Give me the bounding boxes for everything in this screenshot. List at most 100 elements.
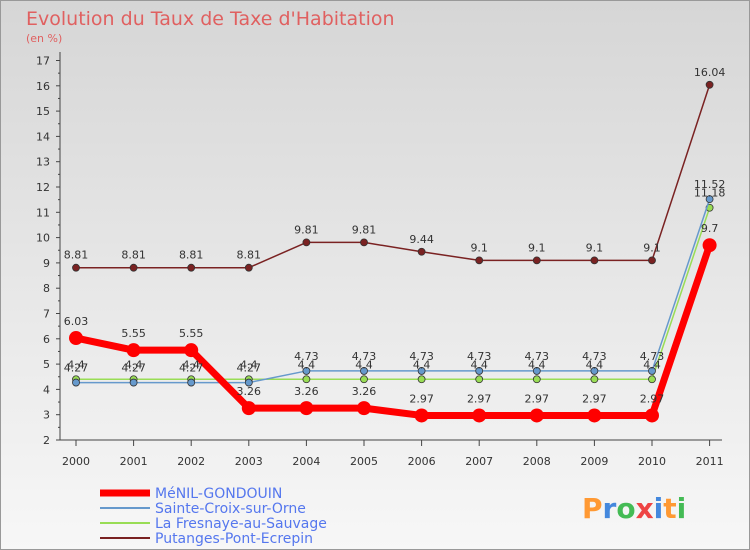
data-label: 11.52	[694, 178, 726, 191]
x-tick-label: 2004	[292, 455, 320, 468]
legend-label: Putanges-Pont-Ecrepin	[155, 531, 313, 547]
data-point	[705, 80, 714, 89]
x-tick-label: 2006	[408, 455, 436, 468]
data-point	[532, 256, 541, 265]
y-tick-label: 6	[43, 333, 50, 346]
x-tick-label: 2003	[235, 455, 263, 468]
data-point	[648, 256, 656, 265]
logo-letter: i	[677, 492, 687, 525]
data-point	[475, 256, 484, 265]
data-point	[357, 401, 371, 416]
data-label: 4.73	[467, 350, 492, 363]
data-label: 9.1	[643, 241, 661, 254]
y-tick-label: 10	[36, 232, 50, 245]
data-label: 6.03	[64, 315, 89, 328]
data-point	[184, 343, 199, 358]
data-point	[126, 343, 141, 358]
data-label: 4.73	[525, 350, 550, 363]
y-tick-label: 3	[43, 409, 50, 422]
data-point	[417, 375, 426, 384]
data-point	[244, 378, 253, 387]
legend-label: MéNIL-GONDOUIN	[155, 486, 282, 502]
data-point	[241, 401, 256, 416]
data-label: 4.73	[640, 350, 665, 363]
data-point	[705, 195, 714, 204]
y-tick-label: 9	[43, 257, 50, 270]
data-label: 8.81	[237, 249, 262, 262]
proxiti-logo: Proxiti	[582, 492, 686, 525]
data-point	[590, 375, 599, 384]
x-tick-label: 2009	[580, 455, 608, 468]
data-label: 3.26	[294, 385, 319, 398]
data-point	[72, 378, 80, 387]
data-label: 4.4	[413, 358, 431, 371]
data-point	[702, 238, 717, 253]
data-point	[532, 367, 541, 375]
logo-letter: r	[603, 492, 617, 525]
data-point	[187, 378, 196, 387]
data-label: 3.26	[352, 385, 377, 398]
data-label: 4.4	[528, 358, 546, 371]
data-point	[590, 256, 599, 265]
data-point	[645, 408, 659, 423]
proxiti-logo-text: Proxiti	[582, 492, 686, 525]
data-label: 11.18	[694, 187, 726, 200]
data-label: 5.55	[179, 327, 204, 340]
y-tick-label: 5	[43, 358, 50, 371]
x-tick-label: 2000	[62, 455, 90, 468]
legend-label: Sainte-Croix-sur-Orne	[155, 501, 306, 517]
y-tick-label: 4	[43, 383, 50, 396]
data-point	[187, 263, 196, 272]
data-label: 4.4	[470, 358, 488, 371]
logo-letter: P	[582, 492, 603, 525]
data-label: 2.97	[409, 392, 434, 405]
data-label: 2.97	[525, 392, 550, 405]
data-point	[472, 408, 487, 423]
data-label: 4.4	[586, 358, 604, 371]
legend-label: La Fresnaye-au-Sauvage	[155, 516, 327, 532]
data-label: 4.73	[409, 350, 434, 363]
x-tick-label: 2011	[696, 455, 724, 468]
data-label: 4.73	[294, 350, 319, 363]
data-point	[475, 367, 484, 375]
data-label: 2.97	[582, 392, 607, 405]
data-label: 9.1	[528, 241, 546, 254]
x-tick-label: 2001	[120, 455, 148, 468]
y-tick-label: 7	[43, 308, 50, 321]
data-point	[72, 263, 80, 272]
series-line	[76, 198, 711, 384]
data-label: 9.7	[701, 222, 719, 235]
data-point	[360, 238, 368, 247]
data-point	[302, 367, 311, 375]
y-tick-label: 2	[43, 434, 50, 447]
y-tick-label: 16	[36, 80, 50, 93]
x-tick-label: 2007	[465, 455, 493, 468]
chart-subtitle: (en %)	[26, 32, 62, 45]
data-label: 8.81	[64, 249, 89, 262]
data-label: 5.55	[121, 327, 146, 340]
axes-group: 2 3 4 5 6 7 8 9 10 11 12 13 14 15 16 17 2000 2001 2002 2003…	[36, 52, 724, 468]
data-point	[360, 375, 368, 384]
data-point	[129, 378, 138, 387]
data-label: 3.26	[237, 385, 262, 398]
x-tick-label: 2005	[350, 455, 378, 468]
data-label: 4.4	[643, 358, 661, 371]
data-point	[417, 247, 426, 256]
y-tick-label: 8	[43, 282, 50, 295]
data-point	[244, 263, 253, 272]
data-point	[417, 367, 426, 375]
data-label: 4.27	[179, 362, 204, 375]
data-point	[302, 238, 311, 247]
series-m-nil-gondouin	[69, 238, 717, 423]
data-point	[648, 375, 656, 384]
logo-letter: t	[663, 492, 676, 525]
data-point	[360, 367, 368, 375]
data-label: 4.73	[352, 350, 377, 363]
data-label: 9.81	[352, 223, 377, 236]
y-tick-label: 15	[36, 105, 50, 118]
data-point	[532, 375, 541, 384]
series-sainte-croix-sur-orne	[72, 195, 714, 387]
data-label: 4.4	[182, 358, 200, 371]
